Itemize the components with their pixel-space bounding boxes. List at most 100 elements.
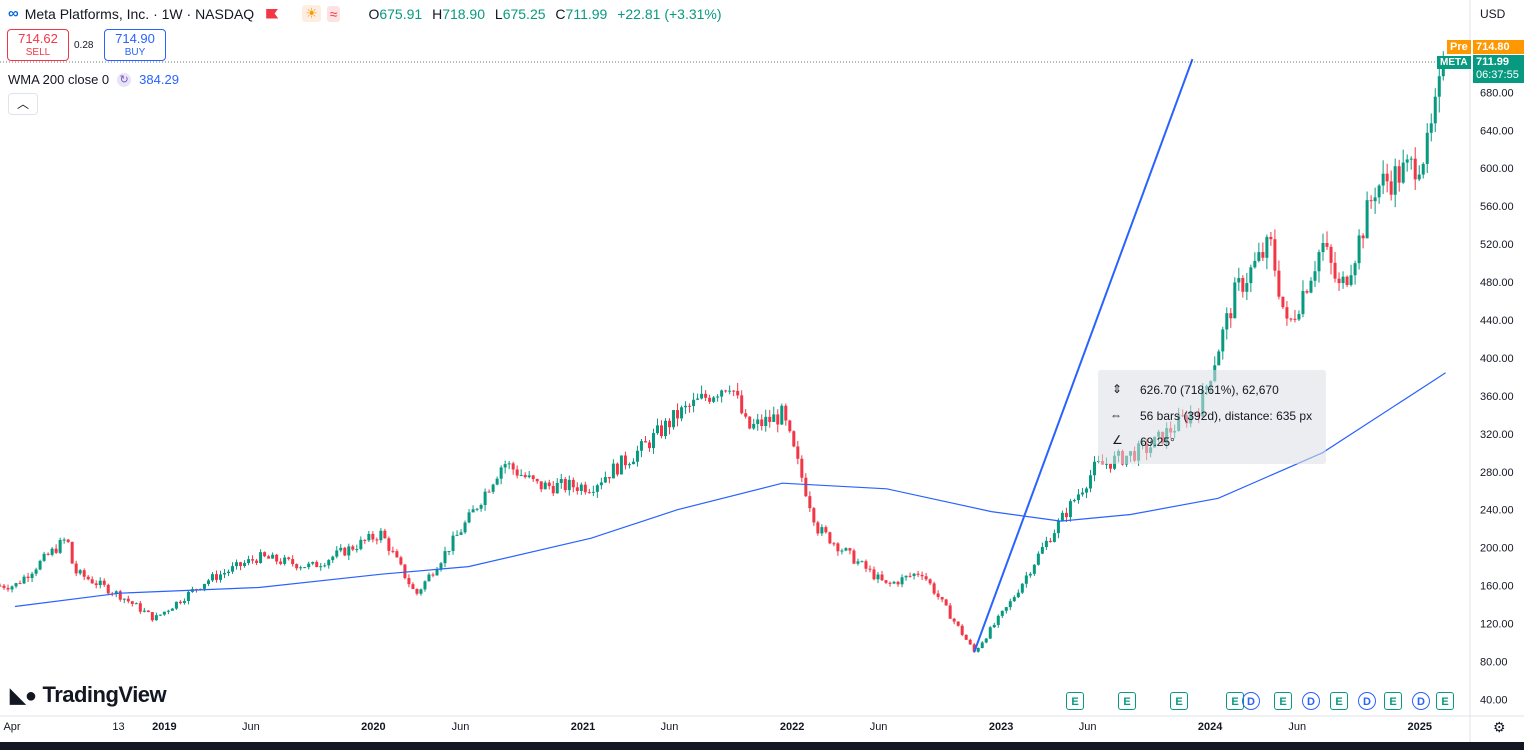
pre-label-tag: Pre bbox=[1447, 40, 1471, 54]
dividend-event-icon[interactable]: D bbox=[1242, 692, 1260, 710]
candle bbox=[227, 569, 231, 576]
angle-icon: ∠ bbox=[1112, 433, 1123, 447]
candle bbox=[908, 572, 912, 578]
candle bbox=[1257, 242, 1261, 263]
candle bbox=[499, 465, 503, 485]
candle bbox=[214, 570, 218, 583]
sell-button[interactable]: 714.62 SELL bbox=[7, 29, 69, 61]
symbol-title[interactable]: Meta Platforms, Inc. · 1W · NASDAQ bbox=[24, 5, 255, 22]
candle bbox=[206, 578, 210, 587]
candle bbox=[635, 445, 639, 467]
earnings-event-icon[interactable]: E bbox=[1170, 692, 1188, 710]
candle bbox=[287, 556, 291, 561]
candle bbox=[1305, 289, 1309, 294]
candle bbox=[1277, 260, 1281, 300]
candle bbox=[58, 537, 62, 554]
candle bbox=[579, 482, 583, 495]
time-tick-label: Jun bbox=[1078, 721, 1097, 733]
candle bbox=[788, 419, 792, 433]
candle bbox=[1076, 489, 1080, 504]
candle bbox=[1241, 275, 1245, 298]
indicator-value: 384.29 bbox=[139, 72, 179, 87]
waves-icon[interactable]: ≈ bbox=[326, 5, 341, 22]
candle bbox=[491, 483, 495, 494]
earnings-event-icon[interactable]: E bbox=[1066, 692, 1084, 710]
candle bbox=[1313, 261, 1317, 288]
indicator-label: WMA 200 close 0 bbox=[8, 72, 110, 87]
candle bbox=[1437, 64, 1441, 113]
candle bbox=[339, 544, 343, 553]
candle bbox=[571, 477, 575, 493]
candle bbox=[347, 543, 351, 561]
candle bbox=[1397, 159, 1401, 192]
buy-button[interactable]: 714.90 BUY bbox=[104, 29, 166, 61]
candle bbox=[688, 403, 692, 413]
indicator-legend[interactable]: WMA 200 close 0 ↻ 384.29 bbox=[8, 72, 179, 87]
candle bbox=[1365, 191, 1369, 239]
collapse-legend-button[interactable]: ︿ bbox=[8, 93, 38, 115]
dividend-event-icon[interactable]: D bbox=[1302, 692, 1320, 710]
sell-label: SELL bbox=[25, 47, 51, 58]
earnings-event-icon[interactable]: E bbox=[1436, 692, 1454, 710]
currency-selector[interactable]: USD bbox=[1480, 7, 1506, 21]
measure-tooltip: ⇕ 626.70 (718.61%), 62,670 ⇔ 56 bars (39… bbox=[1098, 370, 1326, 464]
candle bbox=[263, 551, 267, 558]
candle bbox=[812, 507, 816, 526]
candle bbox=[1028, 572, 1032, 578]
candle bbox=[780, 403, 784, 425]
price-tick-label: 120.00 bbox=[1480, 619, 1514, 631]
candle bbox=[631, 458, 635, 465]
tradingview-logo[interactable]: ◣● TradingView bbox=[10, 682, 167, 708]
candle bbox=[455, 530, 459, 536]
earnings-event-icon[interactable]: E bbox=[1118, 692, 1136, 710]
candle bbox=[523, 472, 527, 479]
earnings-event-icon[interactable]: E bbox=[1384, 692, 1402, 710]
candle bbox=[82, 568, 86, 581]
candle bbox=[1261, 242, 1265, 262]
candle bbox=[884, 580, 888, 585]
candle bbox=[1032, 564, 1036, 576]
time-tick-label: Apr bbox=[3, 721, 21, 733]
candle bbox=[551, 481, 555, 496]
candle bbox=[539, 481, 543, 493]
flag-icon[interactable] bbox=[266, 8, 279, 19]
price-tick-label: 200.00 bbox=[1480, 543, 1514, 555]
candle bbox=[1012, 595, 1016, 602]
candle bbox=[303, 567, 307, 569]
price-tick-label: 560.00 bbox=[1480, 201, 1514, 213]
earnings-event-icon[interactable]: E bbox=[1274, 692, 1292, 710]
candle bbox=[235, 559, 239, 570]
candle bbox=[90, 576, 94, 584]
settings-gear-icon[interactable]: ⚙ bbox=[1493, 719, 1506, 735]
candle bbox=[1373, 187, 1377, 214]
earnings-event-icon[interactable]: E bbox=[1330, 692, 1348, 710]
vertical-range-icon: ⇕ bbox=[1112, 382, 1123, 396]
price-tick-label: 240.00 bbox=[1480, 505, 1514, 517]
dividend-event-icon[interactable]: D bbox=[1358, 692, 1376, 710]
weather-icon[interactable]: ☀ bbox=[302, 5, 321, 22]
measure-bars: 56 bars (392d), distance: 635 px bbox=[1140, 409, 1313, 423]
candle bbox=[535, 478, 539, 484]
candle bbox=[1413, 147, 1417, 190]
candle bbox=[387, 536, 391, 556]
candle bbox=[956, 621, 960, 627]
candle bbox=[1020, 583, 1024, 594]
candle bbox=[1040, 542, 1044, 555]
candle bbox=[984, 638, 988, 644]
candle bbox=[964, 634, 968, 640]
candle bbox=[619, 455, 623, 475]
candle bbox=[1036, 551, 1040, 566]
candle bbox=[475, 508, 479, 512]
candle bbox=[623, 451, 627, 470]
candle bbox=[720, 389, 724, 403]
candle bbox=[808, 491, 812, 513]
dividend-event-icon[interactable]: D bbox=[1412, 692, 1430, 710]
candle bbox=[595, 483, 599, 498]
candle bbox=[611, 459, 615, 479]
candle bbox=[888, 581, 892, 587]
candle bbox=[219, 570, 223, 583]
price-tick-label: 40.00 bbox=[1480, 694, 1508, 706]
candle bbox=[575, 482, 579, 495]
trend-line[interactable] bbox=[973, 58, 1194, 653]
